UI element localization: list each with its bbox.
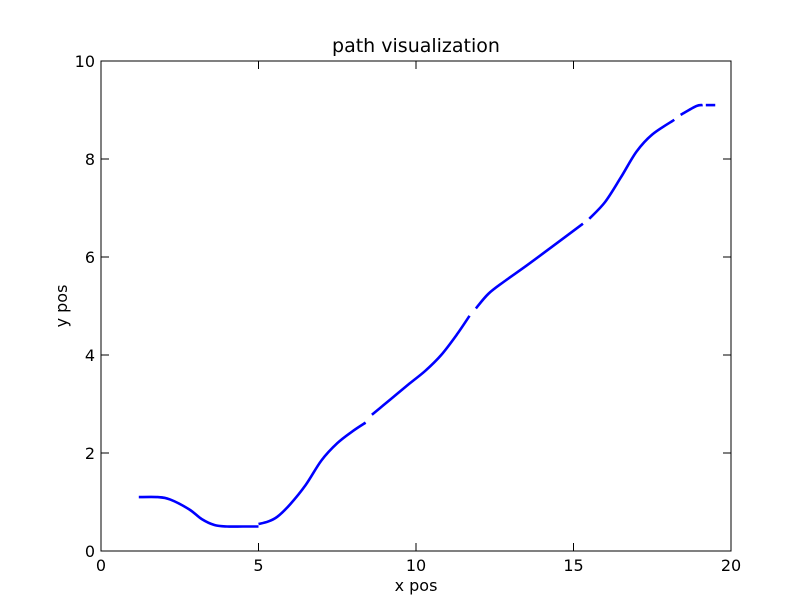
y-axis-label: y pos [52,285,71,328]
axis-ticks [100,60,732,552]
plot-frame [100,60,732,552]
plot-lines [138,103,716,528]
path-line-segment [588,118,676,220]
y-tick-label: 0 [85,542,95,561]
path-line-segment [371,315,471,416]
y-tick-label: 6 [85,248,95,267]
x-tick-label: 20 [721,556,741,575]
path-line-segment [258,421,367,526]
path-line-segment [679,103,703,117]
x-axis-label: x pos [395,576,438,595]
chart-title: path visualization [332,35,500,57]
y-tick-label: 4 [85,346,95,365]
y-tick-label: 2 [85,444,95,463]
x-tick-label: 5 [253,556,263,575]
tick-labels: 0 5 10 15 20 0 2 4 6 8 10 [75,52,742,575]
x-tick-label: 15 [563,556,583,575]
y-tick-label: 8 [85,150,95,169]
path-line-segment [138,495,259,528]
y-tick-label: 10 [75,52,95,71]
x-tick-label: 10 [406,556,426,575]
path-line-segment [474,222,584,310]
x-tick-label: 0 [96,556,106,575]
